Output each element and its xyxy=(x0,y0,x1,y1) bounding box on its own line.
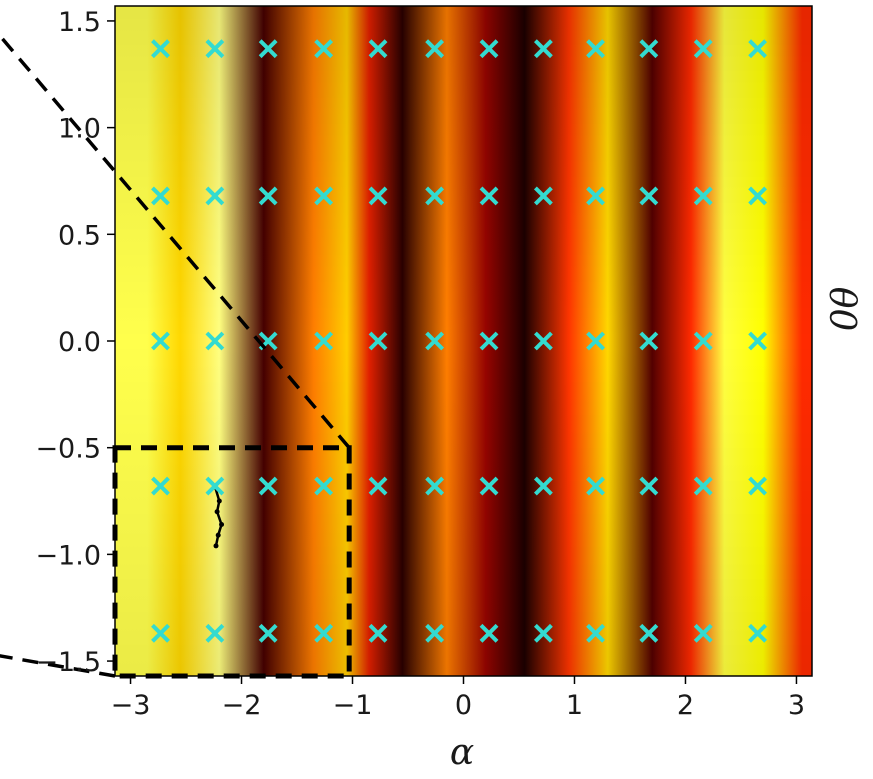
marker xyxy=(586,39,605,59)
marker xyxy=(693,39,713,59)
marker xyxy=(639,39,659,59)
marker xyxy=(748,186,768,206)
marker xyxy=(639,476,659,496)
marker xyxy=(639,623,659,643)
x-tick-label: 0 xyxy=(455,690,472,721)
marker xyxy=(314,331,334,351)
y-tick-label: 0.0 xyxy=(58,327,101,358)
marker xyxy=(368,623,388,643)
marker xyxy=(425,476,445,496)
marker xyxy=(586,186,605,206)
y-tick-label: 1.0 xyxy=(58,114,101,145)
marker xyxy=(693,623,713,643)
marker xyxy=(368,476,388,496)
marker xyxy=(151,331,170,351)
zoom-connector xyxy=(0,33,351,449)
marker xyxy=(258,39,278,59)
marker xyxy=(258,623,278,643)
marker xyxy=(586,623,605,643)
marker xyxy=(205,39,225,59)
x-axis-title: α xyxy=(450,732,474,773)
trajectory-point xyxy=(213,543,219,549)
marker xyxy=(151,476,170,496)
marker xyxy=(533,39,553,59)
y-axis-title: θ0 xyxy=(821,287,862,332)
marker xyxy=(533,186,553,206)
x-tick-label: 2 xyxy=(677,690,694,721)
x-tick-label: 3 xyxy=(788,690,805,721)
marker xyxy=(258,476,278,496)
marker xyxy=(425,331,445,351)
marker xyxy=(479,39,499,59)
marker xyxy=(586,476,605,496)
marker xyxy=(639,186,659,206)
zoom-connector xyxy=(0,654,116,678)
x-tick-label: −3 xyxy=(111,690,151,721)
marker xyxy=(314,623,334,643)
marker xyxy=(205,476,225,496)
marker xyxy=(693,331,713,351)
marker xyxy=(205,331,225,351)
heatmap-shading xyxy=(115,6,812,676)
y-tick-label: −1.0 xyxy=(35,540,101,571)
marker xyxy=(479,623,499,643)
marker xyxy=(533,623,553,643)
y-tick-label: −1.5 xyxy=(35,647,101,678)
marker xyxy=(151,623,170,643)
marker xyxy=(748,331,768,351)
marker xyxy=(425,39,445,59)
marker xyxy=(314,186,334,206)
marker xyxy=(368,331,388,351)
marker xyxy=(748,39,768,59)
trajectory-point xyxy=(214,509,220,515)
marker xyxy=(533,476,553,496)
marker xyxy=(151,39,170,59)
x-tick-label: 1 xyxy=(566,690,583,721)
marker xyxy=(479,476,499,496)
marker xyxy=(205,623,225,643)
marker xyxy=(368,186,388,206)
marker xyxy=(693,186,713,206)
marker xyxy=(314,39,334,59)
x-tick-label: −2 xyxy=(222,690,262,721)
marker xyxy=(258,186,278,206)
marker xyxy=(479,186,499,206)
marker xyxy=(314,476,334,496)
marker xyxy=(151,186,170,206)
y-tick-label: 0.5 xyxy=(58,220,101,251)
y-tick-label: 1.5 xyxy=(58,7,101,38)
marker xyxy=(693,476,713,496)
y-tick-label: −0.5 xyxy=(35,434,101,465)
marker xyxy=(586,331,605,351)
marker xyxy=(639,331,659,351)
trajectory-point xyxy=(216,498,222,504)
marker xyxy=(748,623,768,643)
marker xyxy=(425,186,445,206)
marker xyxy=(205,186,225,206)
marker xyxy=(748,476,768,496)
marker xyxy=(368,39,388,59)
marker xyxy=(533,331,553,351)
marker xyxy=(479,331,499,351)
trajectory-point xyxy=(219,522,225,528)
marker xyxy=(425,623,445,643)
x-tick-label: −1 xyxy=(333,690,373,721)
trajectory-point xyxy=(215,532,221,538)
